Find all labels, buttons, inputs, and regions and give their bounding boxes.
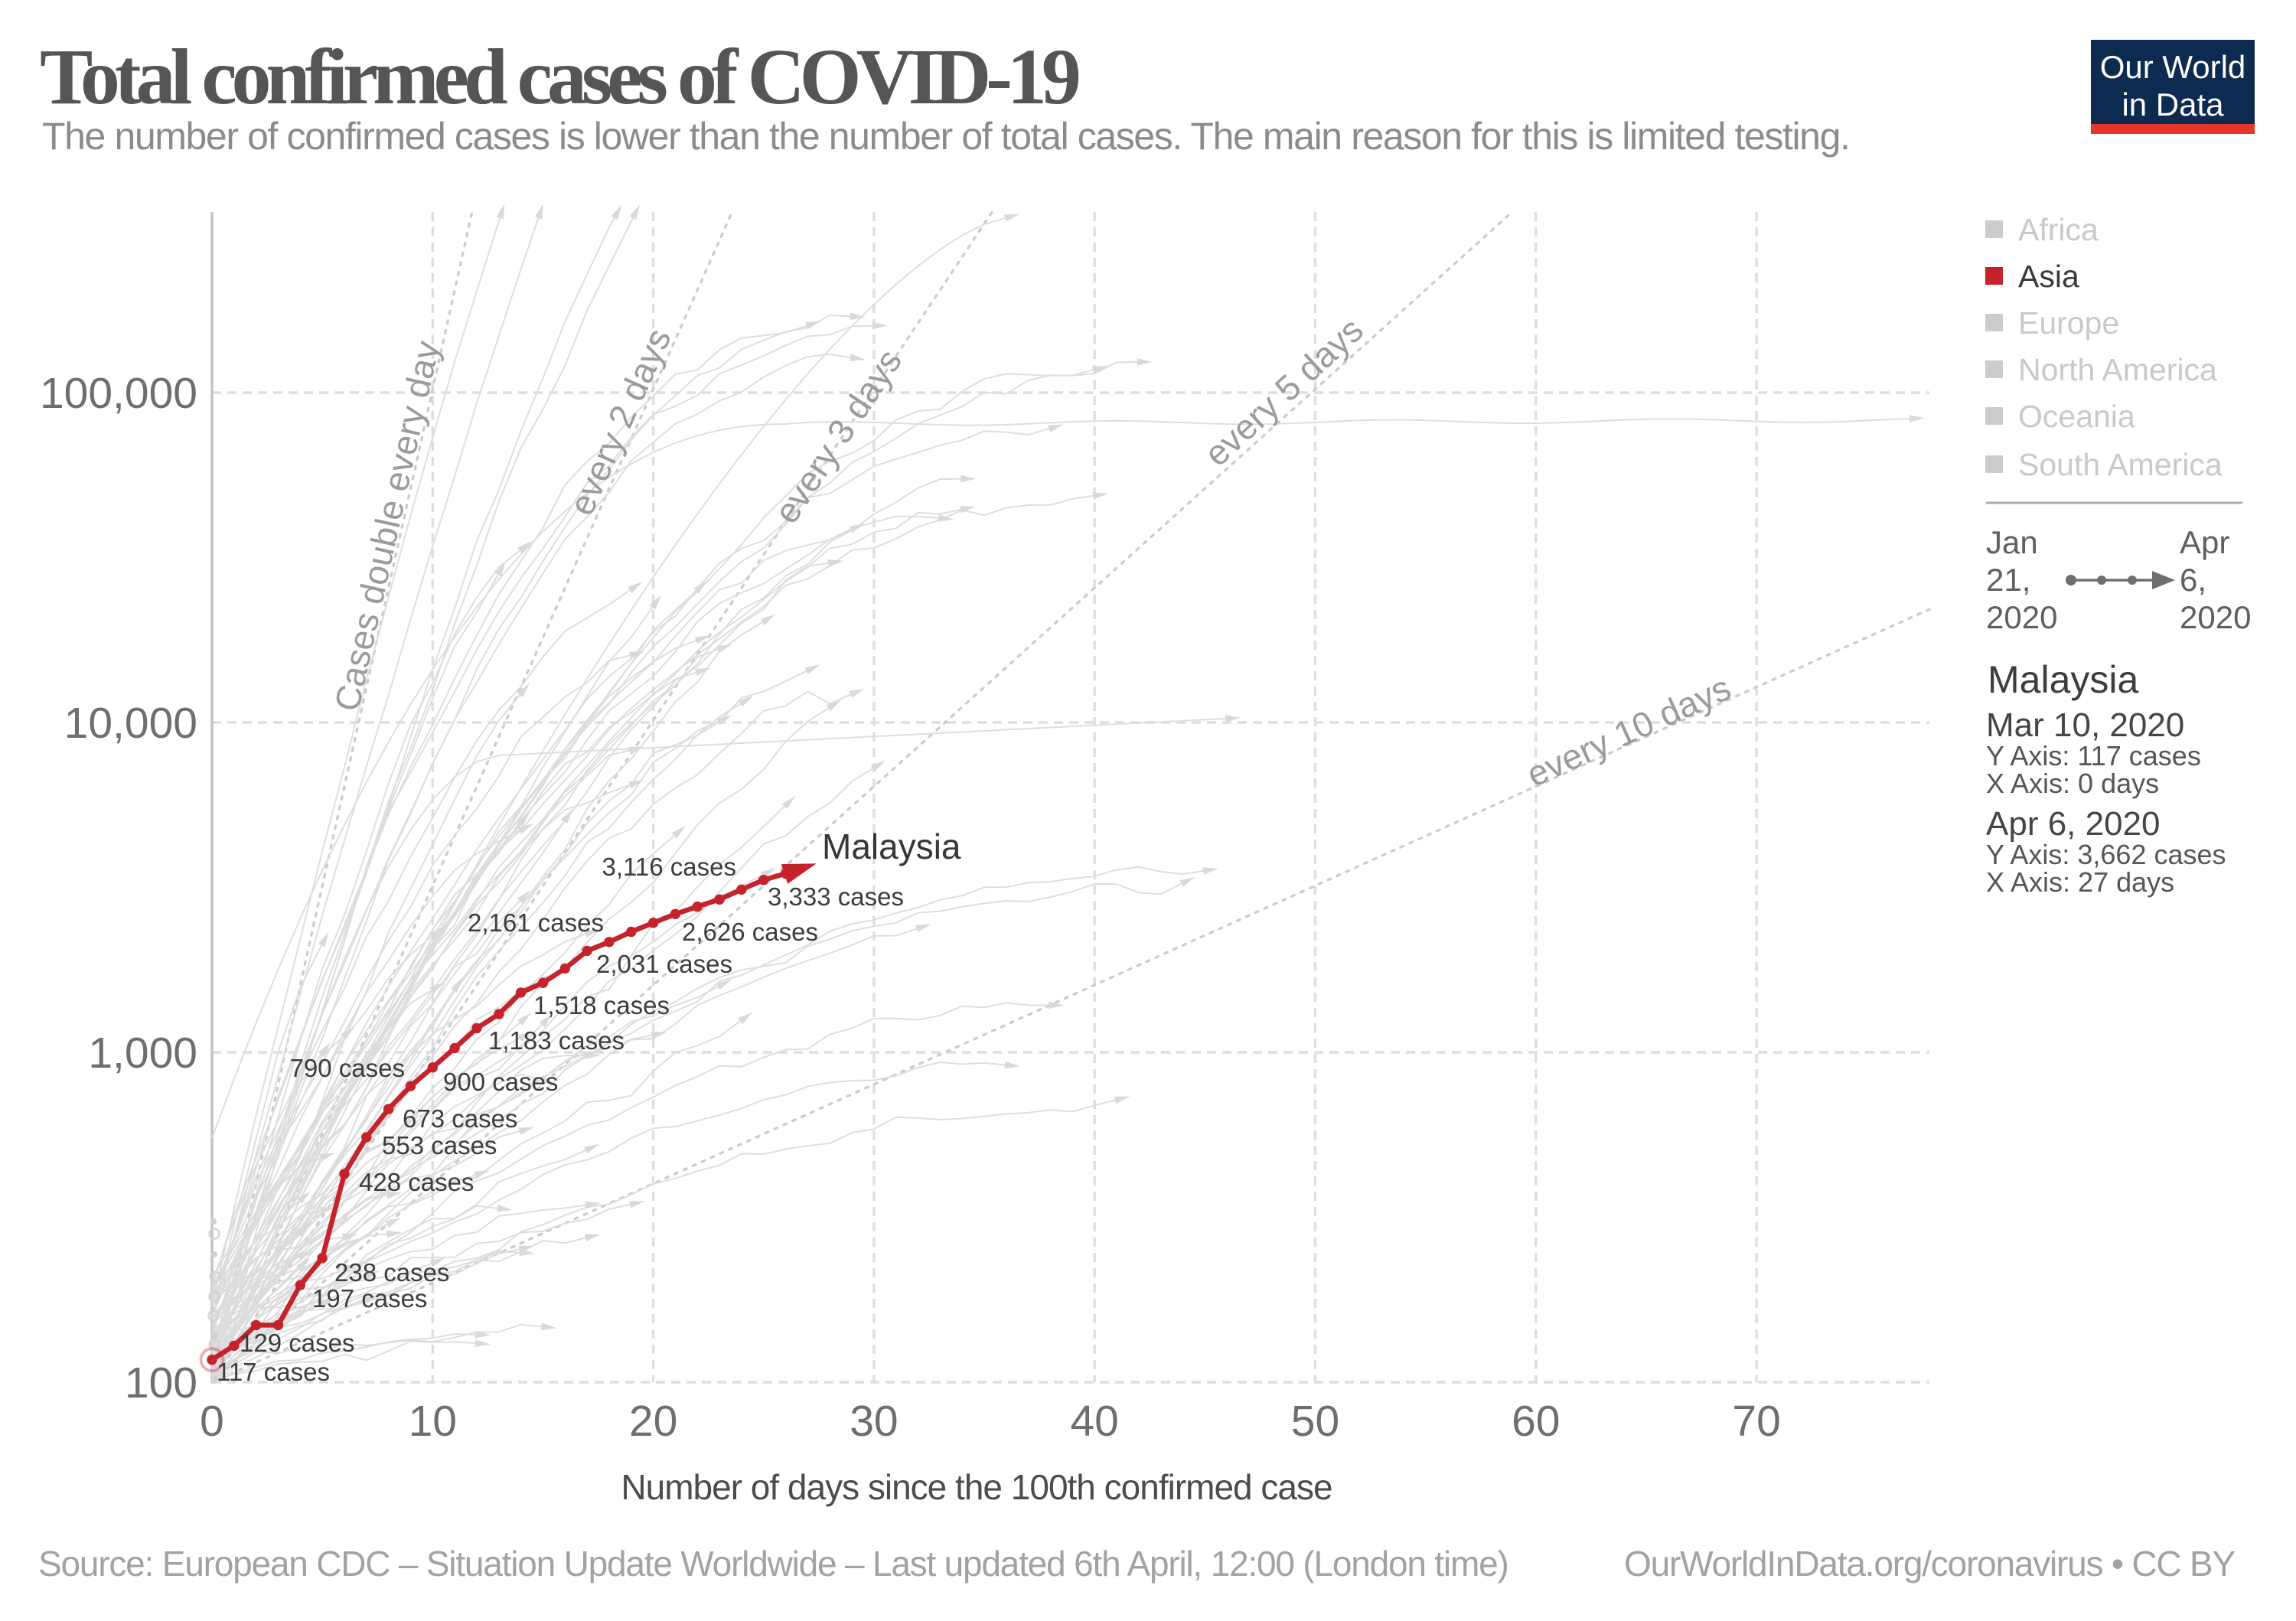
svg-text:428 cases: 428 cases (359, 1168, 474, 1196)
svg-text:100,000: 100,000 (40, 369, 197, 418)
svg-text:238 cases: 238 cases (334, 1258, 449, 1287)
svg-text:Source: European CDC – Situati: Source: European CDC – Situation Update … (38, 1544, 1508, 1583)
svg-text:Y Axis: 3,662 cases: Y Axis: 3,662 cases (1986, 839, 2226, 870)
svg-text:100: 100 (125, 1358, 197, 1407)
svg-text:The number of confirmed cases: The number of confirmed cases is lower t… (42, 115, 1850, 158)
svg-text:2020: 2020 (2180, 599, 2251, 635)
svg-text:6,: 6, (2180, 562, 2206, 598)
svg-text:1,518 cases: 1,518 cases (533, 991, 670, 1019)
svg-text:Y Axis: 117 cases: Y Axis: 117 cases (1986, 740, 2201, 771)
svg-text:Apr: Apr (2180, 524, 2229, 560)
svg-text:OurWorldInData.org/coronavirus: OurWorldInData.org/coronavirus • CC BY (1624, 1544, 2235, 1583)
svg-text:553 cases: 553 cases (382, 1131, 497, 1159)
svg-text:70: 70 (1732, 1397, 1780, 1446)
svg-text:10,000: 10,000 (64, 699, 197, 748)
svg-text:60: 60 (1512, 1397, 1560, 1446)
svg-text:South America: South America (2018, 447, 2223, 482)
svg-text:0: 0 (200, 1397, 224, 1446)
svg-text:Europe: Europe (2018, 305, 2119, 341)
svg-text:20: 20 (629, 1397, 677, 1446)
svg-text:673 cases: 673 cases (403, 1104, 517, 1133)
svg-text:North America: North America (2018, 352, 2217, 387)
svg-text:900 cases: 900 cases (443, 1068, 558, 1096)
svg-text:X Axis: 27 days: X Axis: 27 days (1986, 866, 2174, 898)
svg-text:Mar 10, 2020: Mar 10, 2020 (1986, 706, 2184, 744)
svg-text:2,626 cases: 2,626 cases (682, 918, 818, 946)
svg-text:2,031 cases: 2,031 cases (596, 950, 732, 978)
svg-text:Total confirmed cases of COVID: Total confirmed cases of COVID-19 (40, 33, 1079, 121)
svg-text:129 cases: 129 cases (240, 1329, 354, 1357)
svg-text:3,116 cases: 3,116 cases (602, 853, 736, 881)
svg-text:1,183 cases: 1,183 cases (488, 1026, 625, 1055)
svg-text:Number of days since the 100th: Number of days since the 100th confirmed… (621, 1467, 1332, 1507)
svg-text:21,: 21, (1986, 562, 2030, 598)
svg-text:3,333 cases: 3,333 cases (768, 882, 904, 911)
svg-text:50: 50 (1291, 1397, 1339, 1446)
svg-text:Africa: Africa (2018, 212, 2099, 247)
svg-text:Apr 6, 2020: Apr 6, 2020 (1986, 805, 2161, 843)
svg-text:197 cases: 197 cases (312, 1284, 427, 1313)
svg-text:40: 40 (1070, 1397, 1118, 1446)
svg-text:Asia: Asia (2018, 259, 2079, 294)
svg-text:Malaysia: Malaysia (822, 827, 961, 866)
svg-text:2,161 cases: 2,161 cases (468, 908, 604, 937)
svg-text:30: 30 (850, 1397, 898, 1446)
svg-text:2020: 2020 (1986, 599, 2057, 635)
svg-text:Oceania: Oceania (2018, 399, 2135, 434)
svg-text:117 cases: 117 cases (217, 1358, 330, 1386)
svg-text:X Axis: 0 days: X Axis: 0 days (1986, 768, 2159, 799)
svg-text:Jan: Jan (1986, 524, 2038, 560)
svg-text:Our World: Our World (2100, 49, 2246, 85)
svg-text:790 cases: 790 cases (290, 1054, 405, 1082)
svg-text:10: 10 (409, 1397, 457, 1446)
svg-text:1,000: 1,000 (88, 1029, 197, 1078)
svg-text:in Data: in Data (2122, 86, 2224, 122)
svg-text:Malaysia: Malaysia (1988, 658, 2138, 701)
